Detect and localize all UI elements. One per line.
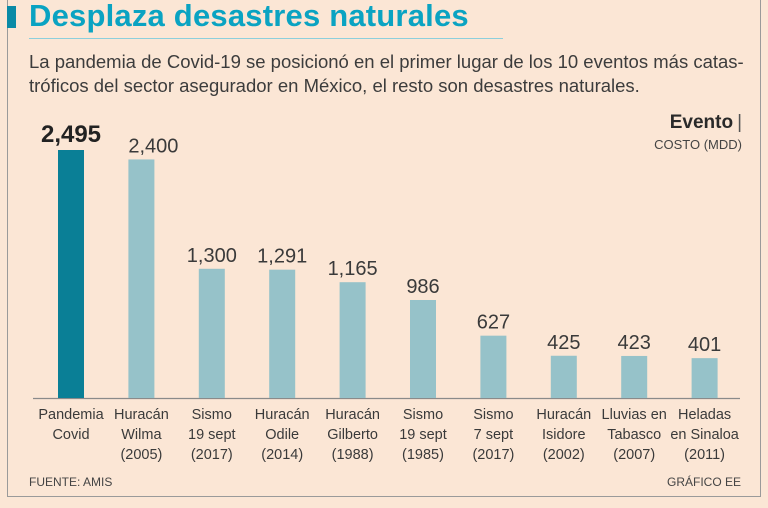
value-label: 627 [477,312,510,334]
category-label: Covid [52,427,89,443]
category-label: (1985) [402,447,444,463]
value-label: 425 [547,332,580,354]
value-label: 401 [688,334,721,356]
value-label: 1,300 [187,245,237,267]
value-label: 2,495 [41,121,101,148]
title-underline [29,38,503,39]
chart-title: Desplaza desastres naturales [29,0,469,33]
category-label: 19 sept [399,427,447,443]
category-label: Pandemia [38,407,104,423]
category-label: (2017) [472,447,514,463]
value-label: 1,291 [257,246,307,268]
value-label: 986 [406,276,439,298]
category-label: Odile [265,427,299,443]
category-label: en Sinaloa [670,427,739,443]
chart-subtitle: La pandemia de Covid-19 se posicionó en … [29,51,744,96]
bar [198,268,225,398]
category-label: Gilberto [327,427,378,443]
value-label: 1,165 [328,258,378,280]
category-label: Lluvias en [602,407,667,423]
category-label: Heladas [678,407,731,423]
category-label: Huracán [536,407,591,423]
category-label: Sismo [403,407,443,423]
category-label: (1988) [332,447,374,463]
category-label: (2007) [613,447,655,463]
category-label: Wilma [121,427,162,443]
chart-frame [7,0,761,497]
category-label: (2017) [191,447,233,463]
credit-note: GRÁFICO EE [666,475,741,489]
category-label: Tabasco [607,427,661,443]
category-label: 7 sept [474,427,514,443]
category-label: (2014) [261,447,303,463]
value-label: 423 [618,332,651,354]
category-label: (2005) [120,447,162,463]
bar [410,299,436,398]
category-label: Sismo [473,407,513,423]
bar [480,335,507,398]
bar [128,159,155,398]
legend-unit: COSTO (MDD) [654,137,742,152]
category-label: (2002) [543,447,585,463]
bar [269,269,296,398]
category-label: Sismo [192,407,232,423]
category-label: Huracán [325,407,380,423]
category-label: (2011) [684,447,725,463]
legend-event-label: Evento [669,112,734,133]
bar [621,355,648,398]
legend-title: Evento | [670,112,742,134]
title-marker [7,6,16,28]
category-label: Isidore [542,427,586,443]
bar [339,282,366,398]
category-label: Huracán [114,407,169,423]
bar [691,358,718,398]
source-note: FUENTE: AMIS [29,475,113,489]
category-label: Huracán [255,407,310,423]
value-label: 2,400 [128,135,178,157]
bar [58,150,84,398]
bar [550,355,577,398]
category-label: 19 sept [188,427,236,443]
legend-separator: | [737,112,742,133]
